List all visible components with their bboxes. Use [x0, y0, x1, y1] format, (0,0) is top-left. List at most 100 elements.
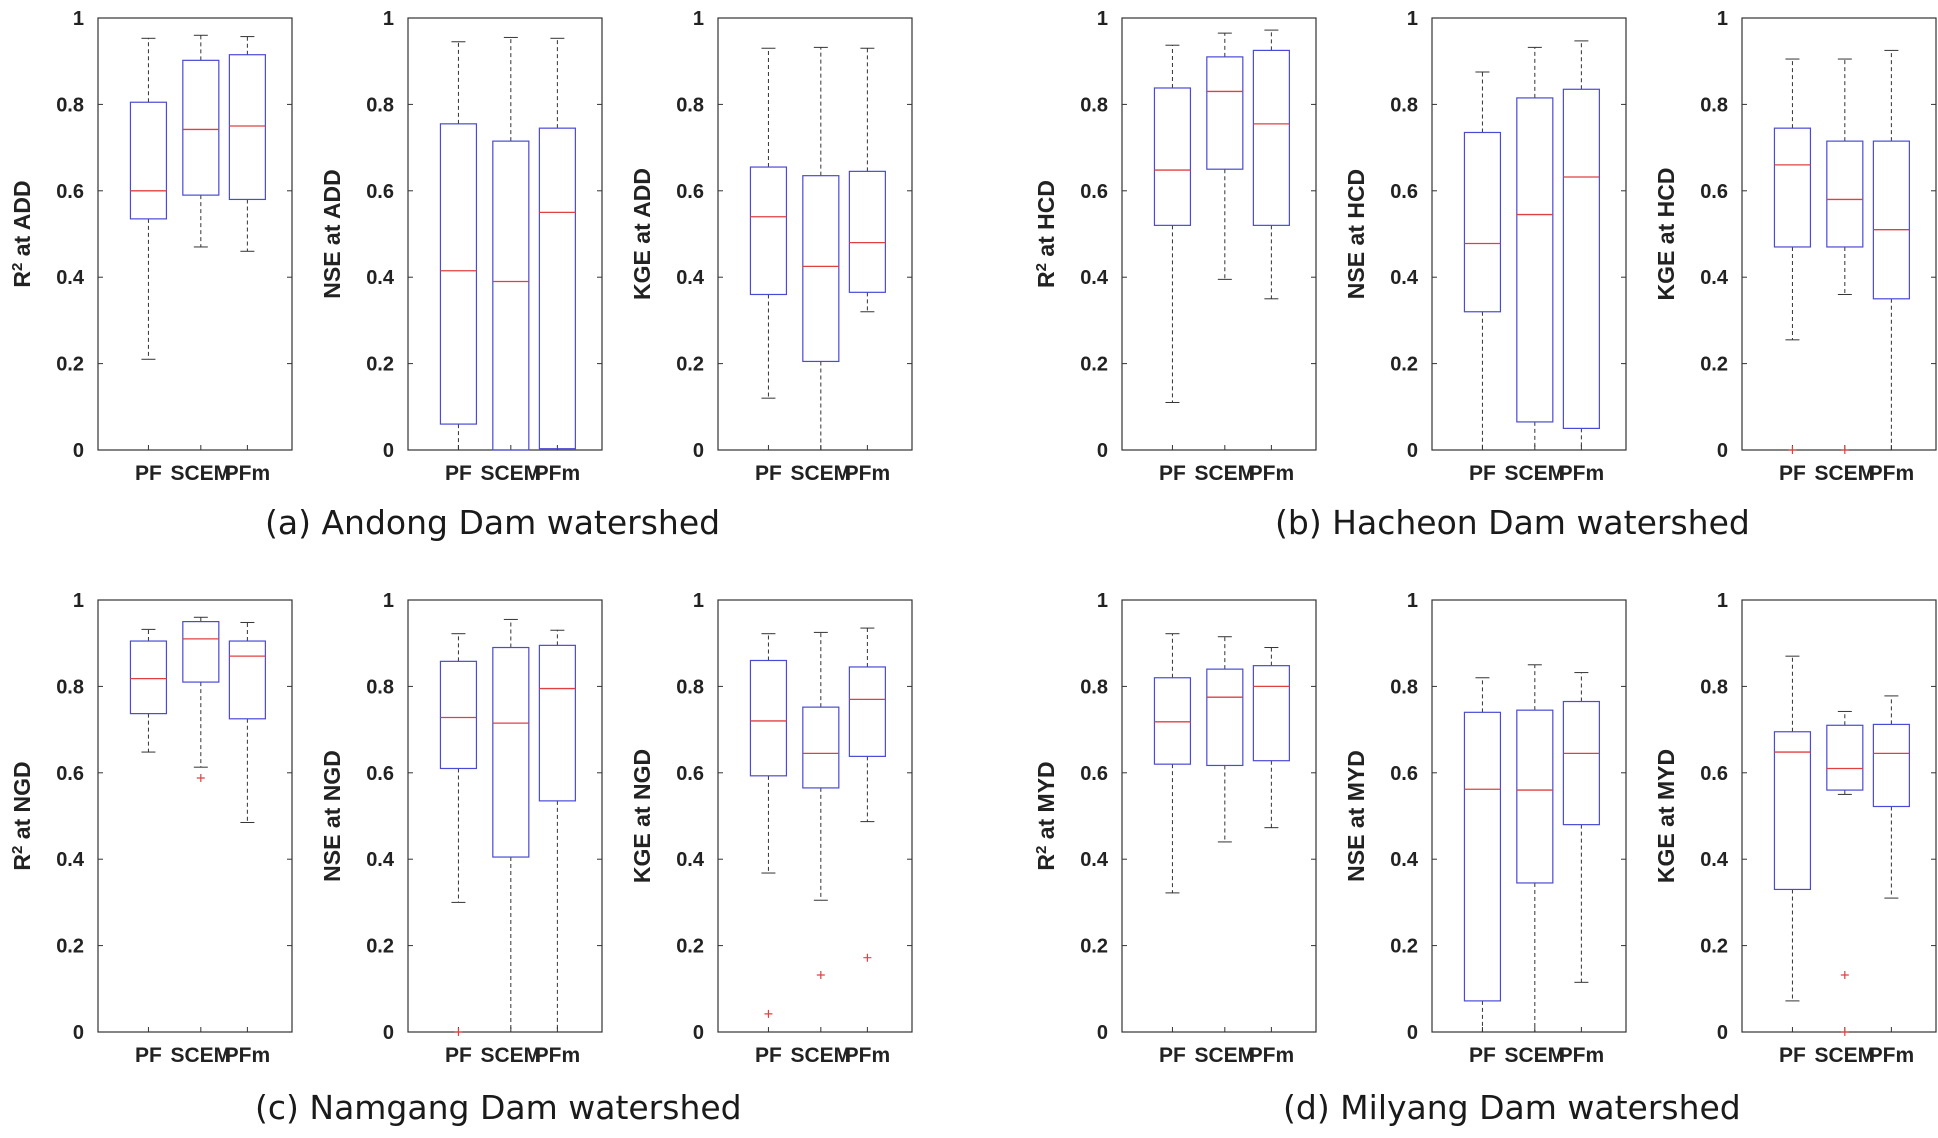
box-body: [1826, 724, 1864, 791]
x-tick-label: PFm: [1559, 1044, 1605, 1067]
box-body: [1252, 665, 1290, 762]
x-tick-label: PFm: [1869, 462, 1915, 485]
box-body: [228, 54, 266, 201]
plot-frame: [407, 17, 603, 451]
y-tick-label: 0.6: [676, 181, 704, 203]
y-tick-label: 0.4: [56, 267, 85, 289]
box-body: [538, 127, 576, 450]
box-item: [1153, 44, 1192, 403]
x-tick-label: PF: [1159, 462, 1186, 485]
y-axis-label: R2 at MYD: [1033, 761, 1060, 870]
box-item: [538, 37, 576, 451]
plot-frame: [1741, 599, 1937, 1033]
y-tick-label: 0.4: [676, 849, 705, 871]
y-tick-label: 1: [383, 8, 394, 30]
box-item: [1872, 49, 1910, 451]
y-tick-label: 0.2: [56, 354, 84, 376]
box-item: [182, 616, 220, 782]
y-tick-label: 0.8: [56, 94, 84, 116]
y-tick-label: 0.2: [1080, 936, 1108, 958]
outlier-marker: [1788, 446, 1797, 454]
x-tick-label: PFm: [845, 1044, 891, 1067]
box-body: [1872, 723, 1910, 808]
y-tick-label: 0.2: [366, 354, 394, 376]
box-body: [1206, 56, 1244, 170]
box-body: [228, 640, 266, 720]
x-tick-label: PF: [1779, 462, 1806, 485]
y-axis-label: NSE at NGD: [319, 750, 345, 882]
y-axis-label: KGE at NGD: [629, 749, 655, 883]
box-body: [1153, 87, 1192, 226]
y-tick-label: 0.6: [1700, 181, 1728, 203]
y-tick-label: 0.8: [366, 676, 394, 698]
box-body: [182, 59, 220, 196]
x-tick-label: SCEM: [1194, 462, 1255, 485]
y-tick-label: 0.2: [1390, 936, 1418, 958]
x-tick-label: PF: [1779, 1044, 1806, 1067]
y-tick-label: 1: [1097, 590, 1108, 612]
box-item: [1463, 677, 1502, 1033]
box-item: [1562, 672, 1600, 983]
y-tick-label: 0.8: [1700, 94, 1728, 116]
y-tick-label: 0: [1407, 440, 1418, 462]
y-tick-label: 0.8: [1080, 94, 1108, 116]
box-body: [802, 706, 840, 789]
box-body: [1773, 127, 1812, 248]
y-tick-label: 0.2: [1080, 354, 1108, 376]
box-item: [182, 34, 220, 248]
box-item: [802, 46, 840, 451]
y-tick-label: 0.6: [1080, 763, 1108, 785]
box-body: [129, 101, 168, 220]
box-body: [1516, 97, 1554, 423]
outlier-marker: [454, 1028, 463, 1036]
x-tick-label: PFm: [1559, 462, 1605, 485]
box-item: [492, 618, 530, 1033]
outlier-marker: [1840, 1028, 1849, 1036]
caption-a: (a) Andong Dam watershed: [265, 503, 721, 542]
x-tick-label: SCEM: [1814, 462, 1875, 485]
x-tick-label: PFm: [535, 1044, 581, 1067]
y-tick-label: 0.6: [56, 181, 84, 203]
y-tick-label: 0.4: [1700, 849, 1729, 871]
caption-d: (d) Milyang Dam watershed: [1283, 1088, 1741, 1127]
outlier-marker: [1840, 446, 1849, 454]
box-item: [848, 47, 886, 313]
y-tick-label: 0: [1407, 1022, 1418, 1044]
box-body: [749, 659, 788, 777]
plot-frame: [97, 17, 293, 451]
box-item: [129, 628, 168, 753]
y-tick-label: 0.8: [676, 94, 704, 116]
box-body: [129, 640, 168, 715]
box-body: [492, 140, 530, 451]
y-tick-label: 0: [1717, 1022, 1728, 1044]
x-tick-label: SCEM: [1194, 1044, 1255, 1067]
box-body: [1516, 709, 1554, 884]
y-tick-label: 0.4: [56, 849, 85, 871]
y-tick-label: 1: [1717, 590, 1728, 612]
y-tick-label: 0.6: [1390, 181, 1418, 203]
y-tick-label: 1: [1407, 590, 1418, 612]
y-tick-label: 0.6: [56, 763, 84, 785]
y-tick-label: 0.4: [366, 267, 395, 289]
x-tick-label: SCEM: [790, 1044, 851, 1067]
y-tick-label: 0.4: [1080, 267, 1109, 289]
box-item: [1153, 633, 1192, 894]
box-item: [129, 37, 168, 360]
y-tick-label: 0.6: [1700, 763, 1728, 785]
x-tick-label: PF: [755, 462, 782, 485]
y-axis-label: NSE at ADD: [319, 169, 345, 299]
y-tick-label: 0.4: [366, 849, 395, 871]
y-tick-label: 0.4: [1390, 849, 1419, 871]
box-item: [538, 629, 576, 1033]
box-body: [1562, 88, 1600, 429]
y-tick-label: 0.4: [1700, 267, 1729, 289]
box-body: [439, 123, 478, 425]
y-tick-label: 1: [1407, 8, 1418, 30]
y-tick-label: 0: [383, 1022, 394, 1044]
y-tick-label: 0.8: [56, 676, 84, 698]
